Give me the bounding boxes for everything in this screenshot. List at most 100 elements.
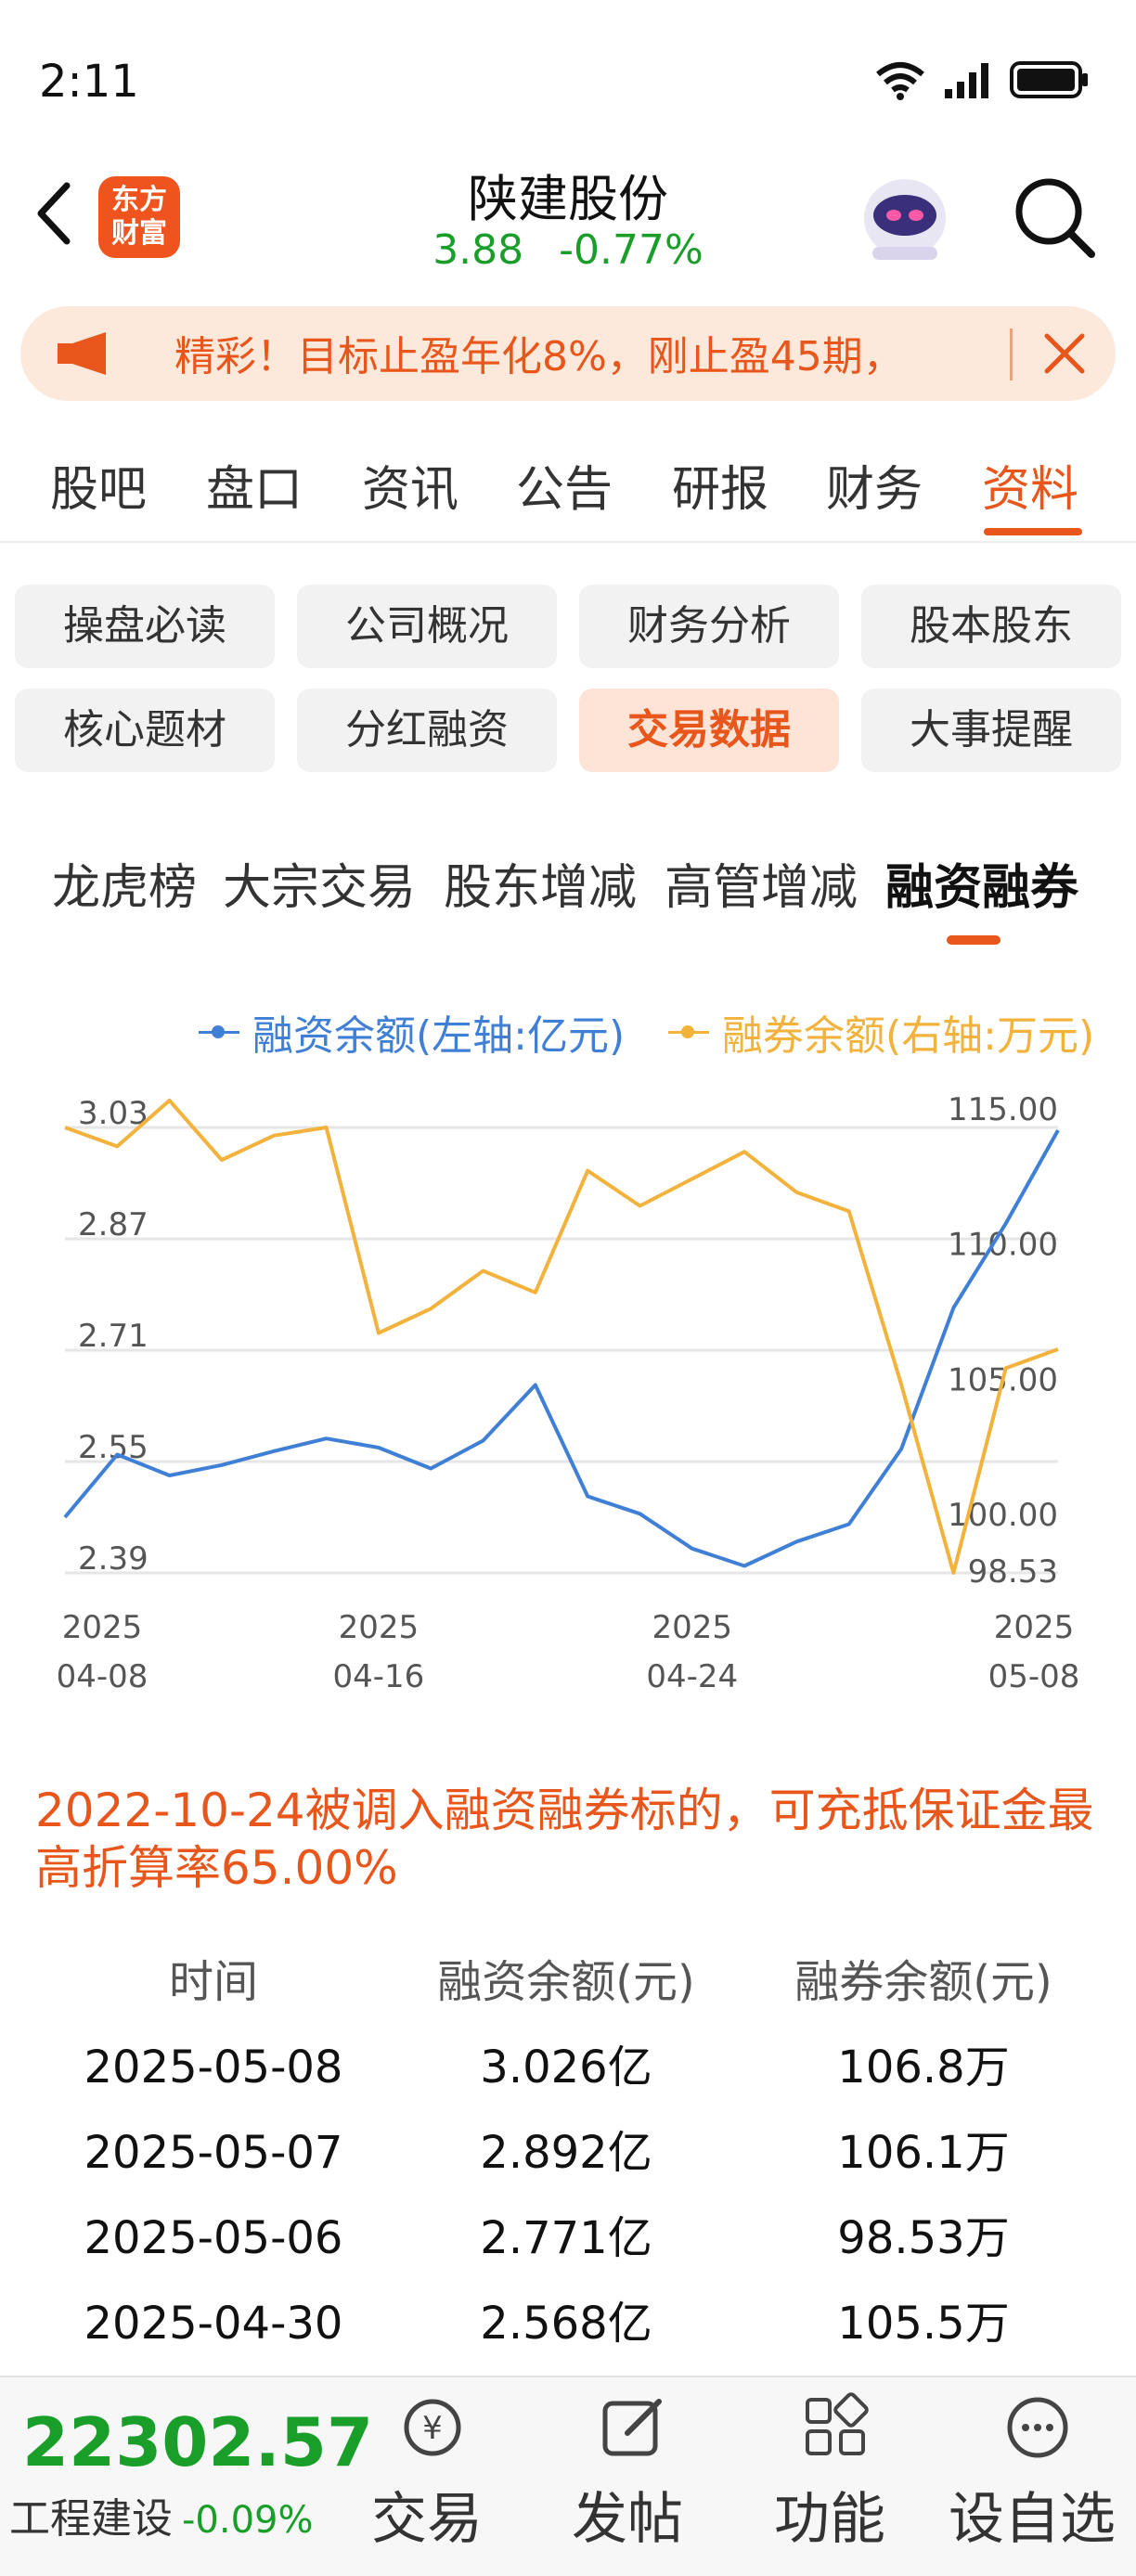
x-tick-label: 05-08 — [988, 1658, 1080, 1695]
subtab-core-themes[interactable]: 核心题材 — [15, 689, 275, 772]
cell-date: 2025-04-30 — [84, 2298, 343, 2350]
margin-eligibility-note: 2022-10-24被调入融资融券标的，可充抵保证金最高折算率65.00% — [35, 1784, 1094, 1895]
back-arrow-icon[interactable] — [28, 176, 84, 251]
stock-price: 3.88 — [432, 226, 524, 274]
y-left-tick-label: 2.39 — [78, 1540, 148, 1578]
table-row: 2025-05-06 2.771亿 98.53万 — [0, 2196, 1136, 2281]
nav-post-label: 发帖 — [572, 2487, 683, 2552]
cell-short: 98.53万 — [837, 2212, 1010, 2264]
chart-tab-active-indicator — [947, 935, 1000, 945]
cell-financing: 2.568亿 — [480, 2298, 652, 2350]
x-tick-label: 2025 — [652, 1609, 733, 1646]
subtab-trading-must-read[interactable]: 操盘必读 — [15, 585, 275, 668]
table-row: 2025-04-30 2.568亿 105.5万 — [0, 2281, 1136, 2366]
legend-item-short[interactable]: 融券余额(右轴:万元) — [665, 1002, 1094, 1062]
x-tick-label: 04-16 — [332, 1658, 424, 1695]
legend-label-financing: 融资余额(左轴:亿元) — [252, 1012, 626, 1060]
cell-financing: 3.026亿 — [480, 2041, 652, 2093]
cell-short: 105.5万 — [837, 2298, 1010, 2350]
tab-announcements[interactable]: 公告 — [516, 462, 613, 518]
nav-add-watchlist-label: 设自选 — [949, 2487, 1116, 2552]
y-right-tick-label: 98.53 — [968, 1553, 1058, 1591]
tab-holder-changes[interactable]: 股东增减 — [444, 860, 638, 916]
cell-financing: 2.892亿 — [480, 2127, 652, 2179]
stock-header: 东方 财富 陕建股份 3.88 -0.77% — [0, 139, 1136, 288]
legend-label-short: 融券余额(右轴:万元) — [722, 1012, 1095, 1060]
cell-financing: 2.771亿 — [480, 2212, 652, 2264]
y-right-tick-label: 115.00 — [948, 1091, 1058, 1128]
tab-profile[interactable]: 资料 — [982, 462, 1079, 518]
tab-active-indicator — [984, 528, 1082, 535]
search-icon[interactable] — [1010, 173, 1099, 262]
header-financing-balance: 融资余额(元) — [437, 1956, 695, 2008]
tab-finance[interactable]: 财务 — [826, 462, 923, 518]
table-header-row: 时间 融资余额(元) 融券余额(元) — [0, 1939, 1136, 2025]
margin-data-table: 时间 融资余额(元) 融券余额(元) 2025-05-08 3.026亿 106… — [0, 1939, 1136, 2366]
status-time: 2:11 — [39, 56, 139, 108]
x-tick-label: 04-08 — [57, 1658, 148, 1695]
nav-functions-label: 功能 — [774, 2487, 885, 2552]
wifi-icon — [876, 62, 924, 100]
cell-date: 2025-05-07 — [84, 2127, 343, 2179]
notice-text: 精彩！目标止盈年化8%，刚止盈45期， — [174, 333, 904, 380]
x-tick-label: 2025 — [339, 1609, 420, 1646]
trading-data-tabs: 龙虎榜 大宗交易 股东增减 高管增减 融资融券 — [0, 835, 1136, 956]
nav-trade[interactable]: ¥ 交易 — [334, 2390, 520, 2567]
nav-functions[interactable]: 功能 — [737, 2390, 923, 2567]
subtab-shareholders[interactable]: 股本股东 — [861, 585, 1121, 668]
stock-name: 陕建股份 — [468, 170, 668, 228]
index-name-row: 工程建设 -0.09% — [9, 2485, 314, 2544]
grid-apps-icon — [806, 2392, 869, 2455]
table-row: 2025-05-08 3.026亿 106.8万 — [0, 2025, 1136, 2110]
legend-marker-icon — [195, 1023, 243, 1041]
chart-legend: 融资余额(左轴:亿元) 融券余额(右轴:万元) — [0, 1002, 1136, 1060]
tab-pankou[interactable]: 盘口 — [206, 462, 303, 518]
index-name: 工程建设 — [9, 2495, 173, 2543]
main-tabs: 股吧 盘口 资讯 公告 研报 财务 资料 — [0, 422, 1136, 543]
nav-trade-label: 交易 — [371, 2487, 483, 2552]
nav-post[interactable]: 发帖 — [535, 2390, 720, 2567]
stock-change: -0.77% — [559, 226, 704, 274]
subtab-events[interactable]: 大事提醒 — [861, 689, 1121, 772]
close-icon[interactable] — [1041, 330, 1088, 377]
tab-dragon-tiger[interactable]: 龙虎榜 — [52, 860, 198, 916]
subtab-company-overview[interactable]: 公司概况 — [297, 585, 557, 668]
index-change: -0.09% — [182, 2499, 314, 2542]
subtab-financial-analysis[interactable]: 财务分析 — [579, 585, 839, 668]
subtab-trading-data[interactable]: 交易数据 — [579, 689, 839, 772]
stock-quote: 3.88 -0.77% — [0, 226, 1136, 274]
tab-guba[interactable]: 股吧 — [50, 462, 148, 518]
tab-news[interactable]: 资讯 — [362, 462, 459, 518]
tab-research[interactable]: 研报 — [672, 462, 769, 518]
x-tick-label: 04-24 — [646, 1658, 738, 1695]
more-dots-icon — [1007, 2397, 1068, 2458]
series-line-financing — [63, 1129, 1060, 1568]
y-left-tick-label: 2.71 — [78, 1318, 148, 1355]
cell-short: 106.1万 — [837, 2127, 1010, 2179]
y-left-tick-label: 3.03 — [78, 1095, 148, 1132]
tab-margin-trading[interactable]: 融资融券 — [885, 860, 1079, 916]
megaphone-icon — [58, 332, 106, 375]
header-date: 时间 — [168, 1956, 258, 2008]
subtab-dividends-financing[interactable]: 分红融资 — [297, 689, 557, 772]
signal-icon — [945, 63, 988, 98]
status-icons — [874, 59, 1090, 100]
cell-date: 2025-05-06 — [84, 2212, 343, 2264]
status-bar: 2:11 — [0, 0, 1136, 158]
x-tick-label: 2025 — [62, 1609, 143, 1646]
battery-icon — [1010, 61, 1088, 98]
promo-notice-banner[interactable]: 精彩！目标止盈年化8%，刚止盈45期， — [20, 306, 1116, 401]
svg-text:¥: ¥ — [422, 2410, 443, 2447]
app-logo: 东方 财富 — [98, 176, 180, 258]
x-tick-label: 2025 — [994, 1609, 1075, 1646]
legend-marker-icon — [665, 1023, 713, 1041]
tab-block-trades[interactable]: 大宗交易 — [223, 860, 417, 916]
notice-divider — [1010, 328, 1013, 380]
edit-icon — [602, 2399, 662, 2456]
nav-add-watchlist[interactable]: 设自选 — [939, 2390, 1125, 2567]
robot-assistant-icon[interactable] — [854, 167, 956, 269]
y-left-tick-label: 2.87 — [78, 1206, 148, 1243]
table-row: 2025-05-07 2.892亿 106.1万 — [0, 2110, 1136, 2196]
legend-item-financing[interactable]: 融资余额(左轴:亿元) — [195, 1002, 625, 1062]
tab-executive-changes[interactable]: 高管增减 — [665, 860, 858, 916]
